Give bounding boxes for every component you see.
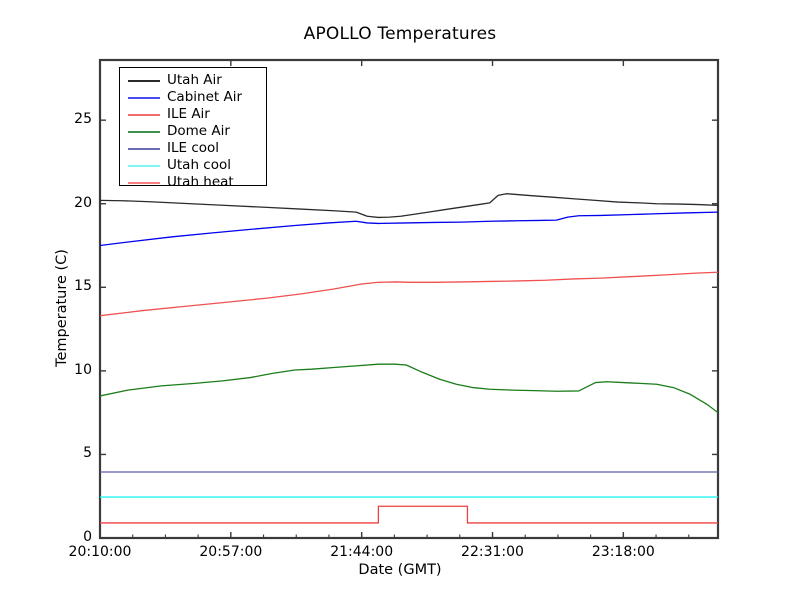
legend-color-swatch	[128, 96, 160, 99]
series-line	[100, 193, 718, 219]
x-tick-label: 22:31:00	[461, 544, 524, 560]
y-tick-label: 0	[83, 529, 92, 545]
legend-item: Utah heat	[120, 174, 266, 191]
legend: Utah Air Cabinet Air ILE Air Dome Air ILE co…	[119, 67, 267, 188]
legend-item-label: Utah heat	[167, 173, 234, 190]
x-tick-label: 20:57:00	[199, 544, 263, 560]
legend-item-label: ILE Air	[167, 105, 210, 122]
legend-item: Cabinet Air	[120, 89, 266, 106]
legend-color-swatch	[128, 164, 160, 167]
series-line	[100, 271, 718, 317]
axes-frame	[98, 58, 720, 540]
legend-item-label: ILE cool	[167, 139, 220, 156]
x-axis-label: Date (GMT)	[358, 562, 442, 578]
series-line	[100, 211, 718, 247]
legend-color-swatch	[128, 181, 160, 184]
y-tick-label: 25	[74, 111, 92, 128]
legend-color-swatch	[128, 147, 160, 150]
series-line	[100, 363, 718, 414]
y-axis-label-wrapper: Temperature (C)	[54, 208, 70, 408]
x-tick-label: 23:18:00	[591, 544, 655, 560]
legend-item-label: Dome Air	[167, 122, 230, 139]
series-line	[100, 505, 718, 524]
legend-color-swatch	[128, 113, 160, 116]
y-axis-label: Temperature (C)	[54, 249, 70, 367]
x-axis-label-wrapper: Date (GMT)	[0, 562, 800, 578]
legend-color-swatch	[128, 130, 160, 133]
legend-item-label: Utah Air	[167, 71, 222, 88]
legend-item: Dome Air	[120, 123, 266, 140]
chart-title: APOLLO Temperatures	[303, 24, 497, 44]
legend-item-label: Cabinet Air	[167, 88, 243, 105]
x-tick-label: 20:10:00	[68, 544, 132, 560]
y-tick-label: 5	[83, 445, 92, 462]
y-tick-label: 20	[74, 194, 92, 211]
y-tick-label: 15	[74, 278, 92, 295]
legend-item: Utah Air	[120, 72, 266, 89]
legend-color-swatch	[128, 79, 160, 82]
legend-item: ILE cool	[120, 140, 266, 157]
legend-item-label: Utah cool	[167, 156, 231, 173]
x-tick-label: 21:44:00	[330, 544, 394, 560]
y-tick-label: 10	[74, 361, 92, 378]
legend-item: ILE Air	[120, 106, 266, 123]
legend-item: Utah cool	[120, 157, 266, 174]
